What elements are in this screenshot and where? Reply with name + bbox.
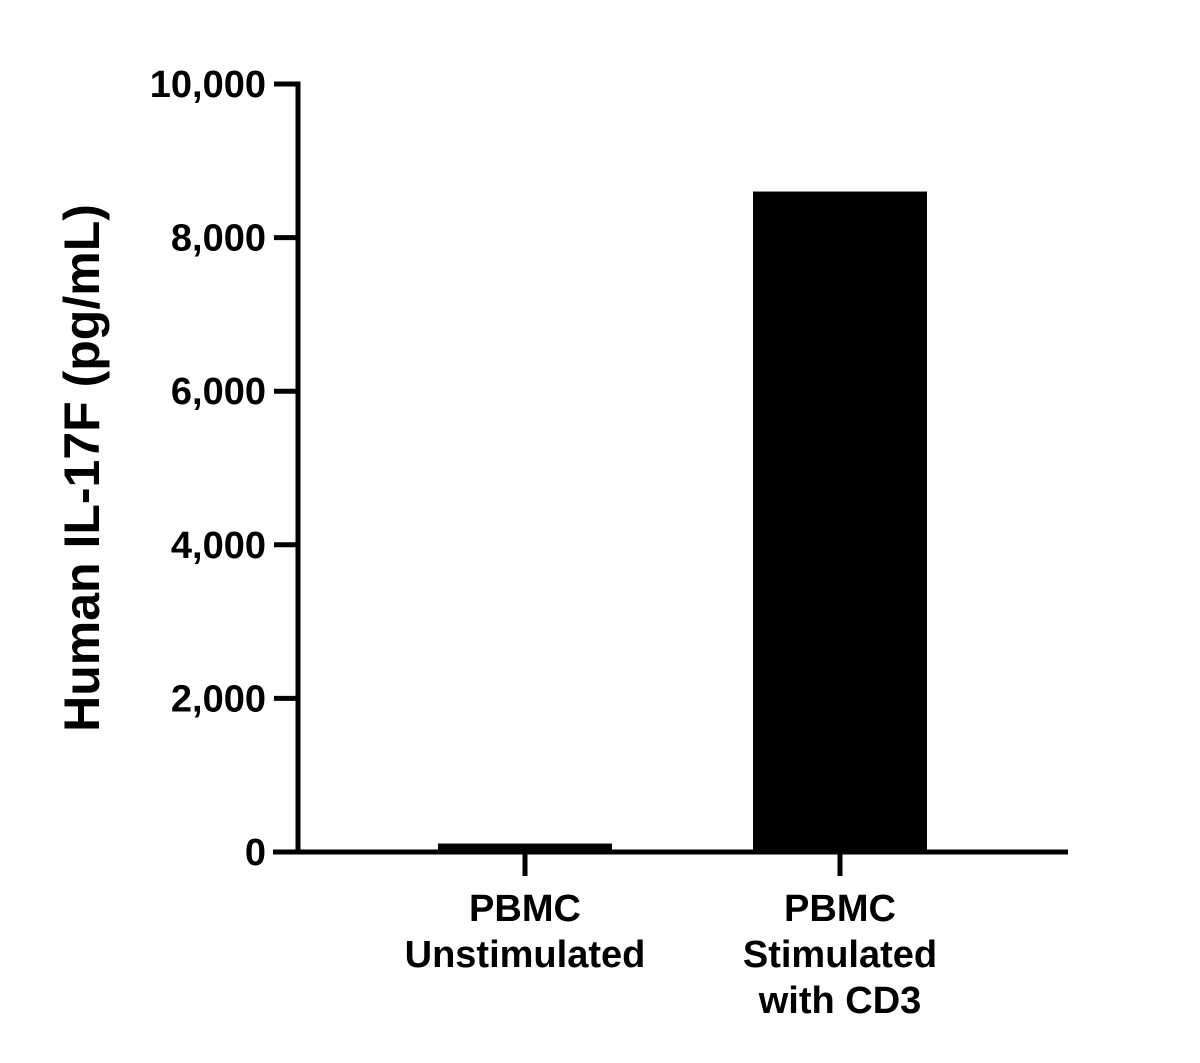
x-axis-ticks: PBMC Unstimulated PBMC Stimulated with CD3	[405, 852, 937, 1022]
y-tick-label: 2,000	[171, 678, 266, 720]
bar-1	[753, 191, 927, 852]
y-tick-label: 0	[245, 832, 266, 874]
y-axis-title: Human IL-17F (pg/mL)	[54, 204, 110, 732]
bar-0	[438, 843, 612, 852]
y-axis-ticks: 0 2,000 4,000 6,000 8,000 10,000	[150, 64, 298, 874]
bars-group	[438, 191, 927, 852]
y-tick-label: 6,000	[171, 371, 266, 413]
y-tick-label: 4,000	[171, 525, 266, 567]
x-category-label: PBMC Stimulated with CD3	[743, 888, 937, 1022]
x-category-label: PBMC Unstimulated	[405, 888, 646, 976]
y-tick-label: 10,000	[150, 64, 266, 106]
y-tick-label: 8,000	[171, 218, 266, 260]
